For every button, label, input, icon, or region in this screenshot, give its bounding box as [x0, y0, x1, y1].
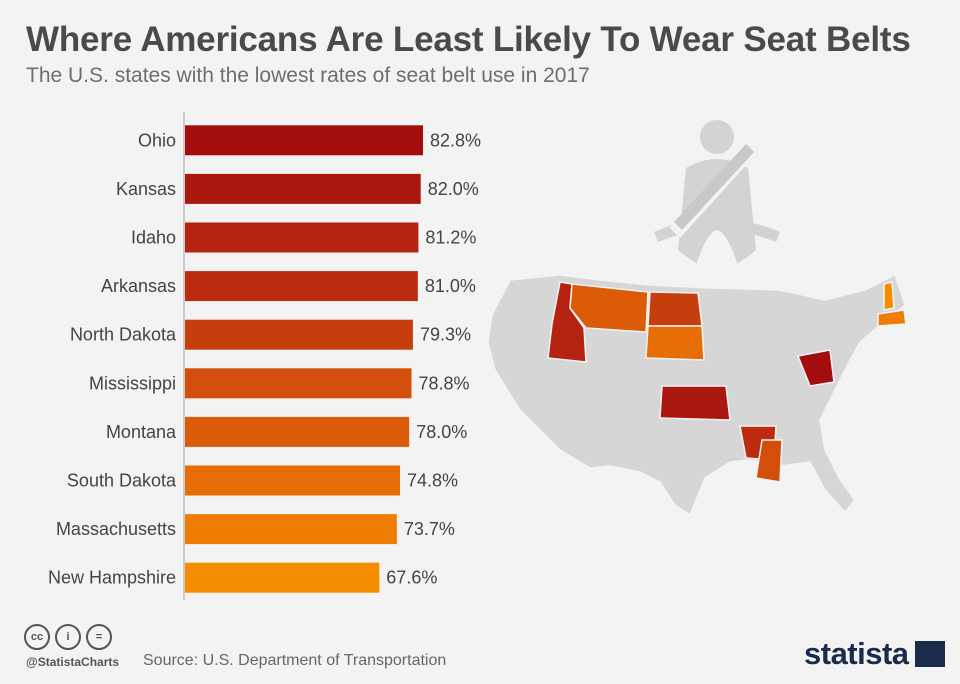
bar	[185, 173, 421, 204]
bar	[185, 465, 401, 496]
bar	[185, 125, 423, 156]
category-label: Idaho	[131, 228, 176, 248]
category-label: Mississippi	[89, 373, 176, 393]
value-label: 82.8%	[430, 130, 481, 150]
state-ohio	[796, 349, 835, 387]
bar	[185, 562, 380, 593]
source-note: Source: U.S. Department of Transportatio…	[143, 652, 447, 669]
bar	[185, 222, 419, 253]
state-north-dakota	[647, 291, 703, 327]
cc-icon: cc	[24, 624, 50, 650]
chart-title: Where Americans Are Least Likely To Wear…	[26, 20, 911, 59]
statista-logo[interactable]: statista	[804, 636, 945, 672]
value-label: 78.8%	[419, 373, 470, 393]
category-label: North Dakota	[70, 325, 177, 345]
bar	[185, 271, 418, 302]
bar	[185, 319, 413, 350]
state-kansas	[659, 385, 731, 421]
bar-chart: Ohio 82.8% Kansas 82.0% Idaho 81.2% Arkansas 81…	[48, 112, 481, 600]
state-massachusetts	[877, 309, 907, 327]
state-south-dakota	[645, 325, 705, 361]
value-label: 73.7%	[404, 519, 455, 539]
category-label: New Hampshire	[48, 568, 176, 588]
category-label: Kansas	[116, 179, 176, 199]
seatbelt-person-icon	[654, 120, 780, 272]
chart-subtitle: The U.S. states with the lowest rates of…	[26, 64, 590, 87]
state-new-hampshire	[883, 281, 895, 311]
value-label: 74.8%	[407, 471, 458, 491]
category-label: Montana	[106, 422, 177, 442]
twitter-handle: @StatistaCharts	[26, 655, 120, 669]
value-label: 81.2%	[425, 228, 476, 248]
highlighted-states	[547, 281, 907, 483]
category-label: Ohio	[138, 130, 176, 150]
brand-name: statista	[804, 636, 909, 671]
value-label: 81.0%	[425, 276, 476, 296]
category-label: Arkansas	[101, 276, 176, 296]
license-icons: cc i =	[24, 624, 112, 650]
by-icon: i	[55, 624, 81, 650]
statista-logo-icon	[914, 641, 945, 667]
bar	[185, 368, 412, 399]
value-label: 79.3%	[420, 325, 471, 345]
value-label: 78.0%	[416, 422, 467, 442]
value-label: 67.6%	[386, 568, 437, 588]
bar	[185, 514, 397, 545]
nd-icon: =	[86, 624, 112, 650]
category-label: South Dakota	[67, 471, 177, 491]
us-map	[480, 110, 950, 540]
category-label: Massachusetts	[56, 519, 176, 539]
state-mississippi	[755, 439, 783, 483]
state-montana	[569, 283, 649, 333]
bar	[185, 416, 410, 447]
value-label: 82.0%	[428, 179, 479, 199]
